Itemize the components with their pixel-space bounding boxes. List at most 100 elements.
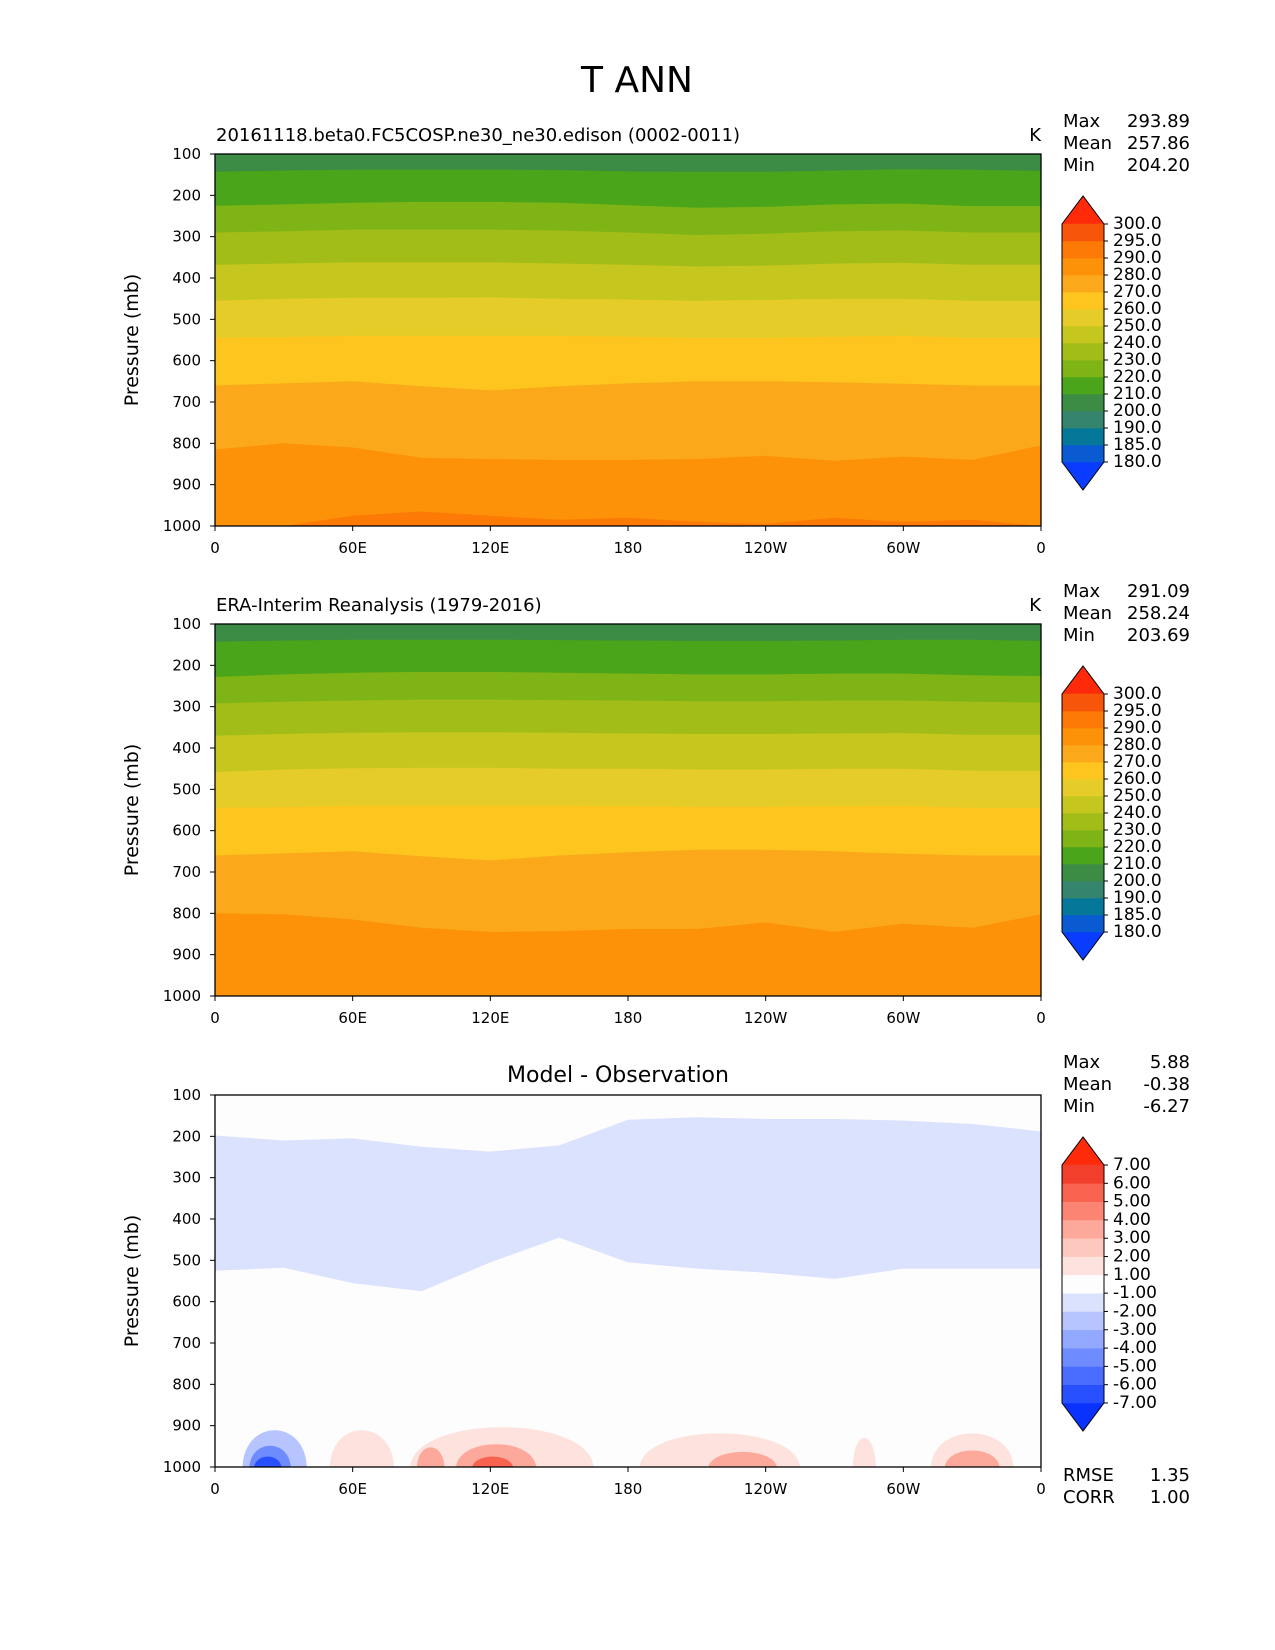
- colorbar-tick-label: 6.00: [1113, 1173, 1151, 1193]
- x-tick-label: 120E: [471, 539, 509, 557]
- colorbar-swatch: [1062, 1237, 1104, 1257]
- y-tick-label: 500: [172, 780, 201, 798]
- colorbar-swatch: [1062, 274, 1104, 293]
- x-tick-label: 60E: [338, 1009, 367, 1027]
- x-tick-label: 120W: [744, 1009, 788, 1027]
- colorbar-tick-label: 240.0: [1113, 803, 1162, 823]
- colorbar-swatch: [1062, 427, 1104, 446]
- colorbar-swatch: [1062, 240, 1104, 259]
- y-tick-label: 1000: [163, 517, 201, 535]
- x-tick-label: 60E: [338, 539, 367, 557]
- colorbar-tick-label: -3.00: [1113, 1320, 1157, 1340]
- colorbar-tick-label: 280.0: [1113, 265, 1162, 285]
- contour-band-10: [215, 511, 1041, 526]
- units-label: K: [1029, 125, 1042, 146]
- colorbar-tick-label: 190.0: [1113, 418, 1162, 438]
- x-tick-label: 120E: [471, 1480, 509, 1498]
- y-tick-label: 100: [172, 1086, 201, 1104]
- metric-label-rmse: RMSE: [1063, 1465, 1114, 1486]
- colorbar-tick-label: 250.0: [1113, 786, 1162, 806]
- y-tick-label: 900: [172, 946, 201, 964]
- colorbar-extend-min: [1062, 462, 1104, 490]
- colorbar-swatch: [1062, 829, 1104, 848]
- colorbar-swatch: [1062, 444, 1104, 463]
- colorbar-tick-label: 200.0: [1113, 871, 1162, 891]
- stat-label-min: Min: [1063, 625, 1095, 646]
- colorbar-tick-label: 180.0: [1113, 452, 1162, 472]
- y-tick-label: 400: [172, 739, 201, 757]
- stat-value-min: 204.20: [1127, 155, 1190, 176]
- stat-label-min: Min: [1063, 155, 1095, 176]
- colorbar-swatch: [1062, 1311, 1104, 1331]
- colorbar-tick-label: 210.0: [1113, 384, 1162, 404]
- y-tick-label: 600: [172, 822, 201, 840]
- y-tick-label: 800: [172, 1375, 201, 1393]
- y-tick-label: 900: [172, 1417, 201, 1435]
- colorbar-extend-max: [1062, 196, 1104, 224]
- colorbar-tick-label: 220.0: [1113, 837, 1162, 857]
- colorbar-swatch: [1062, 393, 1104, 412]
- colorbar-tick-label: -4.00: [1113, 1338, 1157, 1358]
- colorbar-swatch: [1062, 863, 1104, 882]
- y-tick-label: 1000: [163, 987, 201, 1005]
- colorbar-tick-label: -5.00: [1113, 1356, 1157, 1376]
- colorbar-tick-label: 200.0: [1113, 401, 1162, 421]
- stat-label-max: Max: [1063, 111, 1101, 132]
- colorbar-tick-label: 4.00: [1113, 1210, 1151, 1230]
- y-tick-label: 800: [172, 904, 201, 922]
- stat-label-min: Min: [1063, 1096, 1095, 1117]
- colorbar-tick-label: 190.0: [1113, 888, 1162, 908]
- colorbar-tick-label: -6.00: [1113, 1375, 1157, 1395]
- colorbar-tick-label: 185.0: [1113, 435, 1162, 455]
- stat-value-min: 203.69: [1127, 625, 1190, 646]
- colorbar: 180.0185.0190.0200.0210.0220.0230.0240.0…: [1061, 665, 1162, 961]
- colorbar-swatch: [1062, 359, 1104, 378]
- x-tick-label: 0: [210, 1480, 220, 1498]
- figure-title: T ANN: [580, 60, 693, 101]
- y-tick-label: 500: [172, 310, 201, 328]
- x-tick-label: 0: [210, 539, 220, 557]
- colorbar-tick-label: 180.0: [1113, 922, 1162, 942]
- colorbar-extend-min: [1062, 1403, 1104, 1431]
- y-tick-label: 400: [172, 269, 201, 287]
- colorbar-swatch: [1062, 308, 1104, 327]
- colorbar-swatch: [1062, 1201, 1104, 1221]
- colorbar-swatch: [1062, 744, 1104, 763]
- stat-value-mean: 258.24: [1127, 603, 1190, 624]
- stat-label-mean: Mean: [1063, 133, 1112, 154]
- x-tick-label: 60W: [886, 1480, 920, 1498]
- colorbar: 180.0185.0190.0200.0210.0220.0230.0240.0…: [1061, 195, 1162, 491]
- colorbar-swatch: [1062, 1164, 1104, 1184]
- colorbar-tick-label: 7.00: [1113, 1155, 1151, 1175]
- y-tick-label: 900: [172, 476, 201, 494]
- y-tick-label: 200: [172, 186, 201, 204]
- colorbar-tick-label: 210.0: [1113, 854, 1162, 874]
- colorbar-swatch: [1062, 1329, 1104, 1349]
- colorbar-swatch: [1062, 880, 1104, 899]
- colorbar-swatch: [1062, 257, 1104, 276]
- x-tick-label: 0: [1036, 539, 1046, 557]
- positive-anomaly-blob-10: [472, 1456, 513, 1467]
- negative-anomaly-region: [215, 1117, 1041, 1292]
- x-tick-label: 60W: [886, 1009, 920, 1027]
- colorbar-swatch: [1062, 1219, 1104, 1239]
- stat-value-max: 293.89: [1127, 111, 1190, 132]
- colorbar-swatch: [1062, 291, 1104, 310]
- stat-label-mean: Mean: [1063, 1074, 1112, 1095]
- positive-anomaly-blob-4: [852, 1438, 876, 1467]
- colorbar-swatch: [1062, 1366, 1104, 1385]
- y-tick-label: 300: [172, 1169, 201, 1187]
- colorbar-swatch: [1062, 1256, 1104, 1276]
- units-label: K: [1029, 595, 1042, 616]
- panel-subtitle: 20161118.beta0.FC5COSP.ne30_ne30.edison …: [216, 125, 740, 146]
- colorbar-tick-label: 3.00: [1113, 1228, 1151, 1248]
- negative-anomaly-blob-3: [254, 1456, 282, 1467]
- colorbar-swatch: [1062, 727, 1104, 746]
- panel-2: 100 200 300 400 500 600 700 800 900 1000 0 60E 120E 1…: [121, 581, 1190, 1027]
- x-tick-label: 120E: [471, 1009, 509, 1027]
- positive-anomaly-blob-6: [417, 1447, 445, 1467]
- colorbar-tick-label: -2.00: [1113, 1301, 1157, 1321]
- colorbar-swatch: [1062, 778, 1104, 797]
- colorbar-tick-label: 1.00: [1113, 1265, 1151, 1285]
